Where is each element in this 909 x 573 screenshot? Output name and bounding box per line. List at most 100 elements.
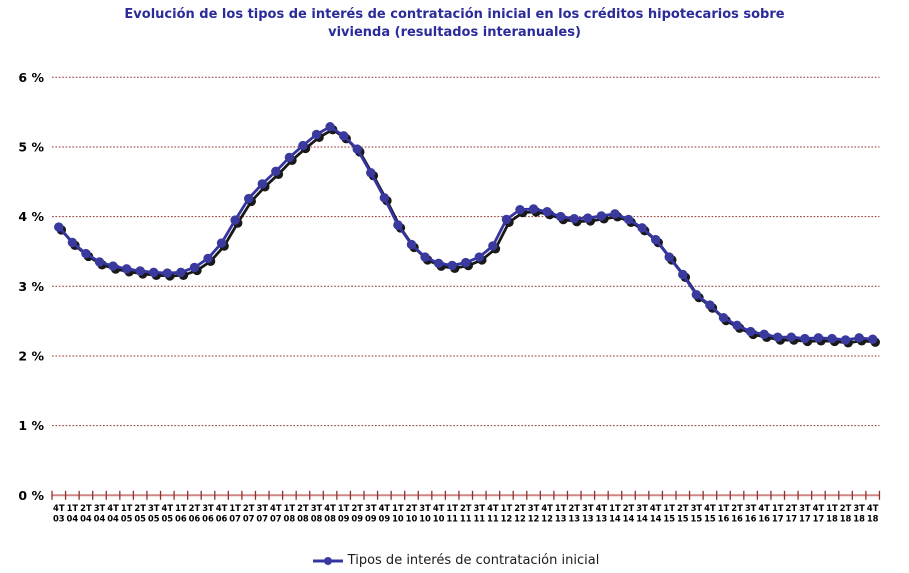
data-point [732, 320, 742, 331]
x-axis-label-year: 09 [365, 514, 377, 524]
x-axis-label-quarter: 3T [691, 503, 703, 513]
data-point [501, 214, 512, 225]
x-axis [51, 490, 881, 500]
x-axis-label-year: 12 [501, 514, 513, 524]
x-axis-label-year: 15 [663, 514, 675, 524]
x-axis-label-year: 06 [216, 514, 228, 524]
data-point [243, 193, 254, 204]
x-axis-label-quarter: 3T [419, 503, 431, 513]
x-axis-label-quarter: 4T [270, 503, 282, 513]
x-axis-label-quarter: 2T [677, 503, 689, 513]
data-point [108, 261, 118, 271]
data-point [664, 252, 674, 262]
x-axis-labels: 4T031T042T043T044T041T052T053T054T051T06… [53, 503, 879, 524]
data-point [420, 252, 430, 262]
x-axis-label-quarter: 2T [840, 503, 852, 513]
x-axis-label-year: 07 [256, 514, 268, 524]
x-axis-label-quarter: 1T [284, 503, 296, 513]
data-point [555, 211, 566, 222]
data-point [406, 239, 417, 250]
x-axis-label-year: 17 [772, 514, 784, 524]
series-line [57, 125, 873, 342]
data-point [203, 253, 213, 264]
x-axis-label-quarter: 2T [623, 503, 635, 513]
x-axis-label-quarter: 1T [67, 503, 79, 513]
data-point [162, 268, 173, 278]
data-point [447, 260, 457, 271]
x-axis-label-quarter: 3T [799, 503, 811, 513]
x-axis-label-year: 10 [392, 514, 404, 524]
x-axis-label-year: 13 [555, 514, 567, 524]
x-axis-label-quarter: 1T [175, 503, 187, 513]
x-axis-label-year: 18 [826, 514, 838, 524]
x-axis-label-year: 14 [609, 514, 621, 524]
x-axis-label-quarter: 4T [704, 503, 716, 513]
x-axis-label-quarter: 4T [324, 503, 336, 513]
data-point [718, 312, 729, 323]
x-axis-label-year: 12 [514, 514, 526, 524]
chart-header: Evolución de los tipos de interés de con… [0, 6, 909, 41]
x-axis-label-year: 11 [460, 514, 472, 524]
x-axis-label-quarter: 2T [297, 503, 309, 513]
data-point [596, 211, 607, 221]
x-axis-label-quarter: 3T [365, 503, 377, 513]
x-axis-label-quarter: 2T [80, 503, 92, 513]
x-axis-label-quarter: 2T [568, 503, 580, 513]
x-axis-label-year: 09 [379, 514, 391, 524]
data-point [121, 264, 132, 274]
x-axis-label-year: 08 [297, 514, 309, 524]
data-point [745, 326, 756, 337]
x-axis-label-year: 11 [446, 514, 458, 524]
x-axis-label-year: 08 [284, 514, 296, 524]
data-point [271, 166, 281, 177]
x-axis-label-year: 05 [161, 514, 173, 524]
data-point [189, 262, 200, 273]
x-axis-label-quarter: 3T [528, 503, 540, 513]
x-axis-label-year: 17 [799, 514, 811, 524]
chart-legend: Tipos de interés de contratación inicial [0, 553, 909, 568]
x-axis-label-quarter: 2T [134, 503, 146, 513]
data-point [257, 179, 267, 189]
x-axis-label-year: 17 [813, 514, 825, 524]
x-axis-label-quarter: 4T [758, 503, 770, 513]
x-axis-label-quarter: 2T [731, 503, 743, 513]
x-axis-label-quarter: 3T [202, 503, 214, 513]
x-axis-label-year: 11 [473, 514, 485, 524]
x-axis-label-quarter: 2T [243, 503, 255, 513]
x-axis-label-quarter: 4T [162, 503, 174, 513]
x-axis-label-quarter: 1T [555, 503, 567, 513]
data-point [786, 332, 796, 342]
x-axis-label-quarter: 3T [636, 503, 648, 513]
chart-title: Evolución de los tipos de interés de con… [124, 7, 785, 40]
x-axis-label-quarter: 2T [460, 503, 472, 513]
series-markers [54, 122, 878, 345]
y-axis-label: 2 % [18, 348, 44, 363]
x-axis-label-quarter: 3T [148, 503, 160, 513]
data-point [284, 152, 295, 163]
data-point [542, 207, 552, 217]
data-point [216, 238, 227, 248]
x-axis-label-quarter: 4T [813, 503, 825, 513]
data-point [461, 257, 471, 268]
x-axis-label-quarter: 3T [311, 503, 323, 513]
data-point [298, 140, 308, 151]
x-axis-label-quarter: 3T [745, 503, 757, 513]
data-point [230, 215, 240, 225]
y-gridlines [52, 76, 880, 427]
data-point [352, 144, 362, 154]
data-point [623, 214, 634, 225]
x-axis-label-quarter: 2T [406, 503, 418, 513]
y-axis-label: 3 % [18, 279, 44, 294]
data-point [867, 334, 878, 344]
x-axis-label-year: 05 [148, 514, 160, 524]
x-axis-label-year: 04 [107, 514, 119, 524]
x-axis-label-quarter: 2T [514, 503, 526, 513]
data-point [827, 333, 837, 344]
x-axis-label-quarter: 4T [541, 503, 553, 513]
x-axis-label-year: 09 [338, 514, 350, 524]
x-axis-label-year: 06 [202, 514, 214, 524]
x-axis-label-year: 05 [134, 514, 146, 524]
data-point [366, 168, 376, 178]
x-axis-label-year: 16 [758, 514, 770, 524]
data-point [311, 129, 322, 140]
